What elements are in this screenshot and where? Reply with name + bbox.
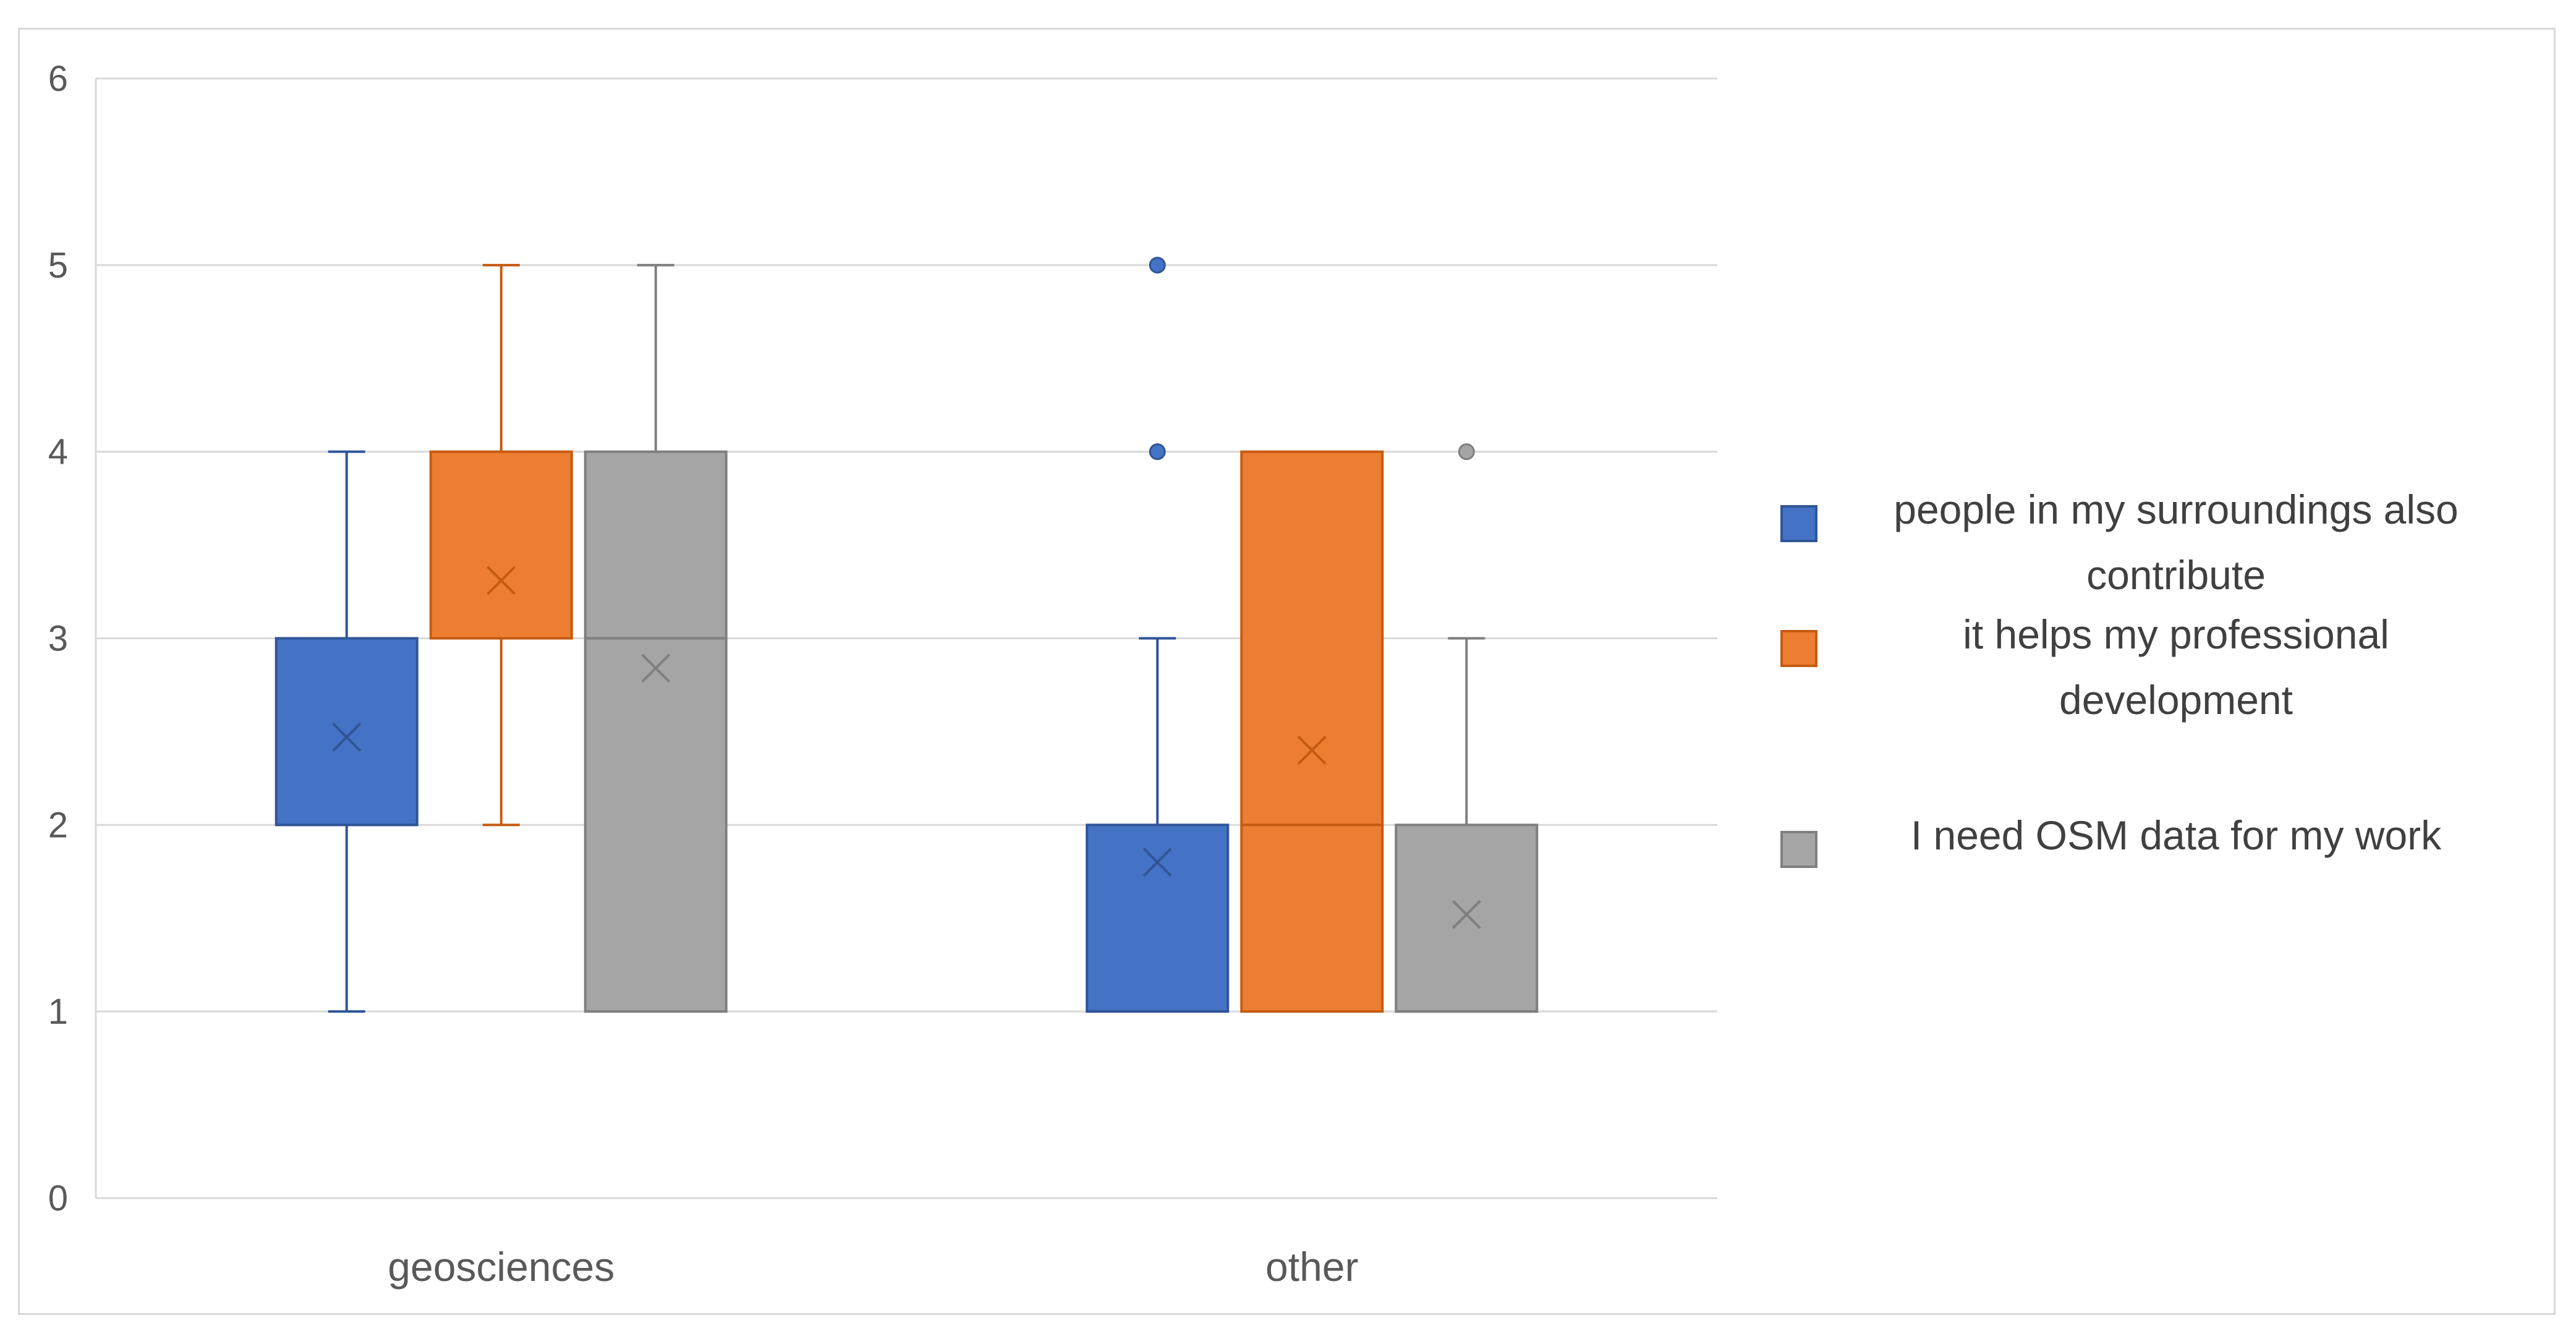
box-body (1395, 823, 1539, 1013)
axes: 0 1 2 3 4 5 6 geosciences other (48, 59, 1359, 1290)
box-people-geosciences (274, 450, 419, 1013)
mean-marker (641, 653, 671, 683)
box-i-geosciences (584, 263, 728, 1013)
box-body (429, 450, 573, 640)
box-i-other (1395, 443, 1539, 1013)
mean-marker (487, 566, 516, 595)
legend: people in my surroundings also contribute… (1780, 487, 2459, 868)
outlier-point (1149, 257, 1166, 274)
outlier-point (1149, 443, 1166, 461)
legend-swatch (1780, 630, 1817, 667)
mean-marker (1297, 736, 1327, 765)
box-body (274, 637, 419, 827)
legend-label: it helps my professional (1963, 611, 2389, 657)
y-tick-label: 6 (48, 59, 68, 99)
box-it-other (1240, 450, 1384, 1013)
legend-label: I need OSM data for my work (1911, 812, 2442, 858)
x-category-label: other (1265, 1244, 1358, 1290)
y-tick-label: 2 (48, 805, 68, 845)
x-category-label: geosciences (388, 1244, 614, 1290)
mean-marker (1142, 848, 1172, 877)
y-tick-label: 4 (48, 432, 68, 472)
box-series (274, 257, 1539, 1013)
box-body (1240, 450, 1384, 1013)
legend-item: it helps my professional development (1780, 611, 2389, 723)
y-tick-label: 0 (48, 1178, 68, 1219)
box-body (584, 450, 728, 1013)
legend-swatch (1780, 831, 1817, 868)
box-people-other (1086, 257, 1230, 1013)
outlier-point (1458, 443, 1475, 461)
y-tick-label: 3 (48, 619, 68, 659)
legend-label: development (2059, 677, 2293, 723)
mean-marker (1452, 900, 1481, 929)
legend-label: people in my surroundings also (1894, 487, 2459, 532)
box-body (1086, 823, 1230, 1013)
legend-item: I need OSM data for my work (1780, 812, 2442, 868)
box-it-geosciences (429, 263, 573, 827)
y-tick-label: 5 (48, 245, 68, 286)
mean-marker (332, 723, 362, 752)
legend-label: contribute (2086, 552, 2266, 598)
legend-swatch (1780, 505, 1817, 542)
y-tick-label: 1 (48, 992, 68, 1032)
legend-item: people in my surroundings also contribute (1780, 487, 2459, 598)
